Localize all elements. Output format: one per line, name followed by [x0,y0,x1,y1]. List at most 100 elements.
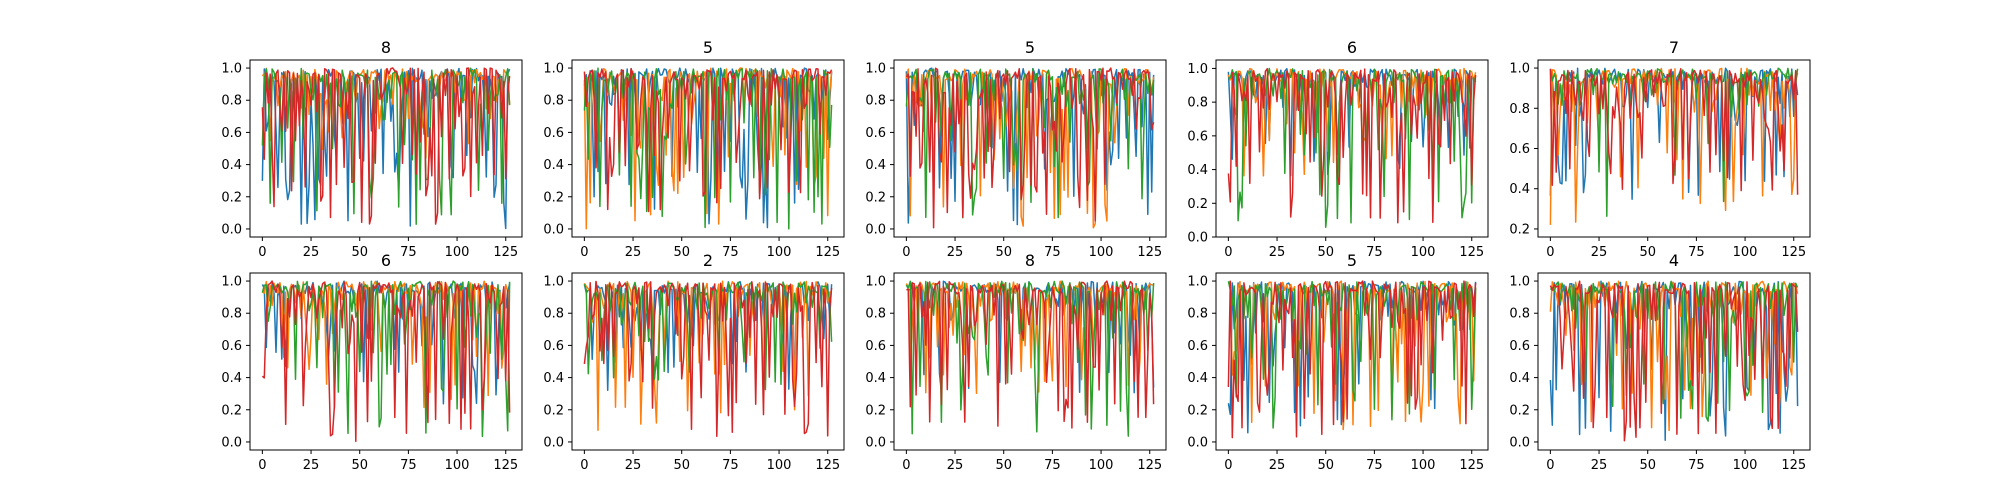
axes-frame [249,59,523,238]
x-tick-label: 100 [1733,458,1758,473]
y-tick-label: 0.8 [543,94,564,109]
series-line-3 [583,67,833,230]
y-tick-label: 0.4 [543,158,564,173]
x-tick-label: 125 [1459,245,1484,260]
y-tick-label: 0.2 [865,190,886,205]
x-tick-label: 25 [303,458,320,473]
x-tick-label: 125 [815,245,840,260]
subplot-5: 0 25 50 75 100 125 0.2 0.4 0.6 0.8 1.0 7 [1509,38,1811,260]
subplot-title: 5 [1347,251,1357,270]
subplot-title: 8 [1025,251,1035,270]
y-tick-label: 0.4 [1187,163,1208,178]
x-tick-label: 50 [995,245,1012,260]
y-tick-label: 0.8 [543,307,564,322]
x-tick-label: 125 [493,458,518,473]
subplot-7: 0 25 50 75 100 125 0.0 0.2 0.4 0.6 0.8 1.0 2 [543,251,845,473]
x-tick-label: 50 [1639,458,1656,473]
series-line-3 [261,280,511,438]
y-tick-label: 0.0 [543,222,564,237]
x-tick-label: 75 [722,458,739,473]
series-group [261,67,511,230]
subplot-title: 5 [703,38,713,57]
axes-frame [571,272,845,451]
y-tick-label: 0.6 [1187,129,1208,144]
y-tick-label: 0.8 [865,307,886,322]
x-tick-label: 0 [1546,245,1554,260]
x-tick-label: 125 [1137,458,1162,473]
series-group [1549,280,1799,442]
x-tick-label: 50 [673,245,690,260]
x-tick-label: 125 [1781,245,1806,260]
subplot-title: 5 [1025,38,1035,57]
y-tick-label: 0.0 [221,222,242,237]
axes-frame [1215,272,1489,451]
subplot-9: 0 25 50 75 100 125 0.0 0.2 0.4 0.6 0.8 1.0 5 [1187,251,1489,473]
subplot-title: 6 [1347,38,1357,57]
y-tick-label: 0.4 [221,158,242,173]
x-tick-label: 0 [902,245,910,260]
y-tick-label: 0.0 [1509,435,1530,450]
y-tick-label: 0.6 [543,339,564,354]
series-line-4 [905,67,1155,229]
y-tick-label: 0.0 [1187,231,1208,246]
series-line-4 [261,280,511,443]
y-tick-label: 1.0 [1509,275,1530,290]
series-line-4 [1549,280,1799,442]
x-tick-label: 75 [1366,245,1383,260]
x-tick-label: 25 [1591,458,1608,473]
x-tick-label: 50 [1317,245,1334,260]
y-tick-label: 0.4 [1509,371,1530,386]
y-tick-label: 0.0 [865,435,886,450]
y-tick-label: 0.2 [865,403,886,418]
y-tick-label: 0.6 [865,339,886,354]
x-tick-label: 100 [1089,458,1114,473]
y-tick-label: 0.6 [1509,142,1530,157]
y-tick-label: 0.4 [865,158,886,173]
y-tick-label: 1.0 [1509,62,1530,77]
x-tick-label: 125 [1137,245,1162,260]
x-tick-label: 100 [1411,458,1436,473]
axes-frame [1537,272,1811,451]
y-tick-label: 0.8 [221,307,242,322]
x-tick-label: 75 [1044,458,1061,473]
x-tick-label: 25 [947,245,964,260]
y-tick-label: 1.0 [221,275,242,290]
x-tick-label: 100 [445,458,470,473]
x-tick-label: 50 [995,458,1012,473]
x-tick-label: 75 [1688,458,1705,473]
y-tick-label: 1.0 [865,62,886,77]
x-tick-label: 50 [351,245,368,260]
x-tick-label: 0 [580,458,588,473]
x-tick-label: 75 [1044,245,1061,260]
series-group [583,280,833,438]
series-line-4 [583,67,833,213]
series-group [1227,280,1477,439]
y-tick-label: 0.2 [221,403,242,418]
x-tick-label: 75 [1688,245,1705,260]
x-tick-label: 25 [303,245,320,260]
series-line-2 [261,67,511,159]
x-tick-label: 0 [902,458,910,473]
y-tick-label: 0.8 [1187,96,1208,111]
x-tick-label: 0 [1224,245,1232,260]
x-tick-label: 50 [1639,245,1656,260]
y-tick-label: 0.6 [543,126,564,141]
series-line-3 [1549,67,1799,218]
x-tick-label: 125 [815,458,840,473]
x-tick-label: 100 [1089,245,1114,260]
x-tick-label: 0 [258,458,266,473]
y-tick-label: 0.2 [1509,403,1530,418]
subplot-title: 6 [381,251,391,270]
series-line-4 [261,67,511,225]
y-tick-label: 0.2 [543,190,564,205]
x-tick-label: 75 [400,245,417,260]
y-tick-label: 0.0 [1187,435,1208,450]
y-tick-label: 0.8 [1509,307,1530,322]
series-line-4 [1227,67,1477,224]
y-tick-label: 1.0 [1187,275,1208,290]
x-tick-label: 75 [1366,458,1383,473]
y-tick-label: 1.0 [543,62,564,77]
axes-frame [249,272,523,451]
x-tick-label: 25 [625,245,642,260]
series-group [583,67,833,230]
